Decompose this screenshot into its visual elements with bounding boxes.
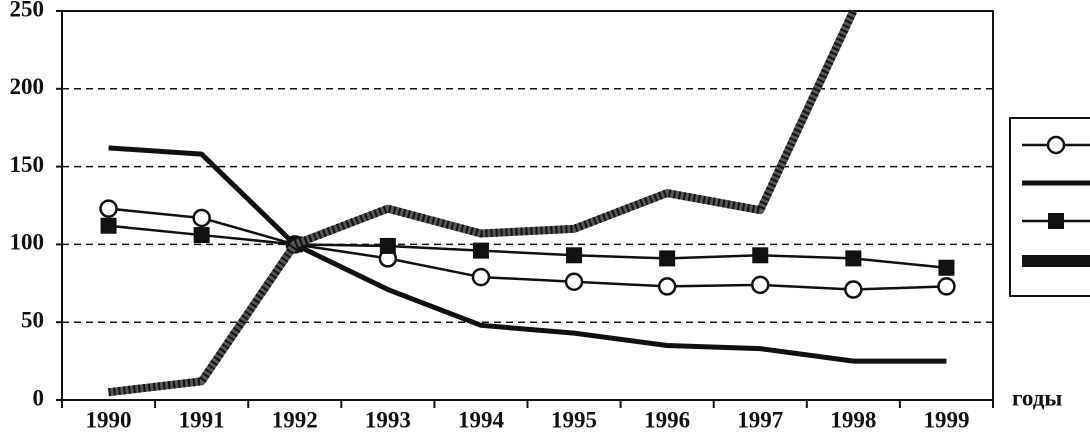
series-line [108,207,947,291]
point [472,242,489,259]
series-line [108,224,947,269]
point [566,247,583,264]
point [192,208,211,228]
point [937,277,956,296]
point [379,237,396,254]
point [659,250,676,267]
x-tick-label: 1992 [272,407,318,432]
point [100,217,117,234]
y-tick-label: 200 [10,74,45,99]
y-tick-label: 100 [10,230,45,255]
x-tick-label: 1998 [830,407,876,432]
point [752,247,769,264]
x-axis-label: годы [1012,385,1062,410]
y-tick-label: 50 [21,307,44,332]
series-line [108,9,857,397]
x-tick-label: 1994 [458,407,505,432]
point [751,275,770,295]
point [193,227,210,244]
x-tick-label: 1993 [365,407,411,432]
point [844,280,863,299]
x-tick-label: 1997 [737,407,783,432]
x-tick-label: 1995 [551,407,597,432]
y-tick-label: 250 [10,0,45,21]
point [564,272,584,291]
y-tick-label: 0 [33,385,45,410]
x-tick-label: 1999 [923,407,969,432]
legend-marker [1048,213,1064,229]
point [471,267,491,287]
legend-marker [1046,135,1066,155]
x-tick-label: 1990 [86,407,132,432]
x-tick-label: 1991 [179,407,225,432]
plot-frame [61,10,994,401]
line-texture [108,9,857,397]
y-tick-label: 150 [10,152,45,177]
x-tick-label: 1996 [644,407,690,432]
point [938,259,955,276]
point [845,250,862,267]
series-line [108,145,947,364]
point [99,199,118,218]
point [657,277,677,296]
